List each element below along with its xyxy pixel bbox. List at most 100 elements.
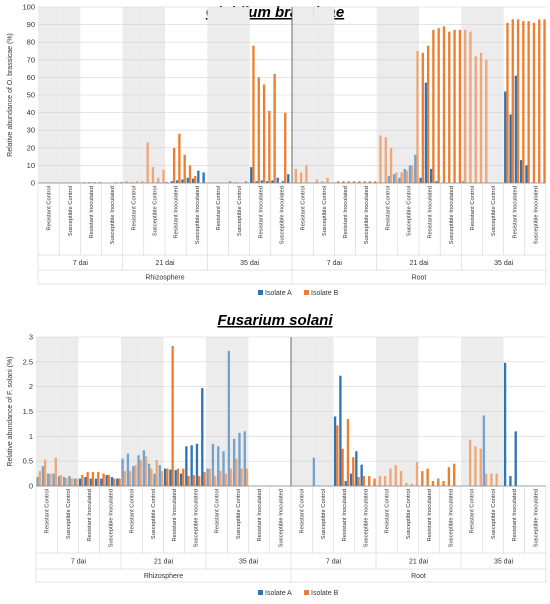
bar-isolate-a xyxy=(195,443,199,486)
bar-isolate-b xyxy=(187,476,190,486)
bar-isolate-a xyxy=(121,458,124,486)
bar-isolate-b xyxy=(384,137,387,183)
bar-isolate-b xyxy=(294,168,297,183)
fusarium-y-axis-label: Relative abundance of F. solani (%) xyxy=(7,356,14,466)
legend-swatch-isolate-a xyxy=(258,290,263,295)
bar-isolate-b xyxy=(448,31,451,183)
bar-isolate-b xyxy=(352,181,356,183)
y-tick-label: 100 xyxy=(22,3,35,12)
bar-isolate-b xyxy=(474,446,477,486)
bar-isolate-a xyxy=(84,477,87,486)
bar-isolate-a xyxy=(68,476,71,486)
y-tick-label: 80 xyxy=(27,38,35,47)
bar-isolate-b xyxy=(43,459,47,486)
category-label: Susceptible Inoculated xyxy=(278,489,284,547)
bar-isolate-b xyxy=(410,483,413,486)
category-label: Resistant Inoculated xyxy=(343,186,349,239)
bar-isolate-b xyxy=(144,456,148,486)
timepoint-label: 7 dai xyxy=(327,260,343,267)
bar-isolate-b xyxy=(188,165,192,183)
bar-isolate-b xyxy=(437,28,440,184)
bar-isolate-b xyxy=(166,468,169,486)
bar-isolate-b xyxy=(538,19,541,183)
bar-isolate-b xyxy=(284,112,287,183)
bar-isolate-b xyxy=(198,476,201,486)
bar-isolate-a xyxy=(281,181,285,183)
bar-isolate-b xyxy=(458,29,462,183)
bar-isolate-a xyxy=(232,438,236,486)
bar-isolate-a xyxy=(250,167,253,183)
bar-isolate-b xyxy=(368,181,372,183)
bar-isolate-a xyxy=(387,175,391,183)
y-tick-label: 2.5 xyxy=(23,357,33,366)
bar-isolate-a xyxy=(355,451,358,486)
y-tick-label: 30 xyxy=(27,126,35,135)
category-label: Resistant Inoculated xyxy=(342,489,348,542)
bar-isolate-b xyxy=(182,468,185,486)
bar-isolate-a xyxy=(137,455,140,486)
bar-isolate-a xyxy=(514,431,517,486)
bar-isolate-a xyxy=(435,181,438,183)
bar-isolate-b xyxy=(120,182,123,183)
bar-isolate-b xyxy=(426,468,429,486)
bar-isolate-b xyxy=(128,471,132,486)
bar-isolate-a xyxy=(424,82,428,183)
bar-isolate-b xyxy=(146,142,149,183)
bar-isolate-b xyxy=(160,471,164,486)
category-label: Resistant Inoculated xyxy=(172,489,178,542)
legend-swatch-isolate-a xyxy=(258,590,263,595)
bar-isolate-a xyxy=(339,375,342,486)
bar-isolate-a xyxy=(73,478,76,486)
olpidium-chart: Olpidium brassicae0102030405060708090100… xyxy=(7,3,547,297)
bar-isolate-a xyxy=(271,180,274,183)
bar-isolate-b xyxy=(70,478,73,486)
bar-isolate-a xyxy=(186,177,189,183)
bar-isolate-b xyxy=(155,460,158,486)
category-label: Resistant Control xyxy=(130,489,136,533)
bar-isolate-b xyxy=(157,177,160,183)
tissue-label: Rhizosphere xyxy=(144,573,183,580)
bar-isolate-a xyxy=(163,468,167,486)
bar-isolate-a xyxy=(519,160,523,183)
bar-isolate-b xyxy=(506,22,509,184)
category-label: Susceptible Control xyxy=(322,186,328,236)
bar-isolate-b xyxy=(405,483,408,486)
bar-isolate-b xyxy=(229,468,233,486)
bar-isolate-a xyxy=(514,75,518,183)
bar-isolate-a xyxy=(47,473,50,486)
bar-isolate-b xyxy=(399,471,403,486)
bar-isolate-a xyxy=(206,468,209,486)
bar-isolate-a xyxy=(228,181,232,183)
category-label: Susceptible Control xyxy=(151,489,157,539)
bar-isolate-b xyxy=(257,77,260,183)
bar-isolate-b xyxy=(203,472,206,486)
bar-isolate-b xyxy=(93,182,96,183)
bar-isolate-a xyxy=(181,179,184,183)
bar-isolate-b xyxy=(357,477,360,486)
bar-isolate-b xyxy=(374,181,377,183)
category-label: Susceptible Control xyxy=(406,186,412,236)
bar-isolate-b xyxy=(394,465,397,486)
bar-isolate-a xyxy=(110,477,114,486)
bar-isolate-a xyxy=(41,466,45,486)
category-label: Susceptible Control xyxy=(491,186,497,236)
category-label: Resistant Control xyxy=(45,489,51,533)
bar-isolate-b xyxy=(358,181,361,183)
category-label: Resistant Control xyxy=(47,186,53,230)
bar-isolate-b xyxy=(194,175,197,183)
bar-isolate-a xyxy=(419,177,422,183)
bar-isolate-b xyxy=(336,181,340,183)
category-label: Susceptible Control xyxy=(236,489,242,539)
bar-isolate-a xyxy=(190,445,193,486)
legend-label-isolate-b: Isolate B xyxy=(311,290,339,297)
bar-isolate-b xyxy=(208,468,211,486)
bar-isolate-b xyxy=(383,476,387,486)
bar-isolate-a xyxy=(414,154,417,183)
category-label: Susceptible Inoculated xyxy=(449,186,455,244)
bar-isolate-b xyxy=(130,182,133,183)
bar-isolate-b xyxy=(235,458,238,486)
bar-isolate-b xyxy=(522,21,525,183)
bar-isolate-a xyxy=(179,473,183,486)
category-label: Susceptible Control xyxy=(68,186,74,236)
